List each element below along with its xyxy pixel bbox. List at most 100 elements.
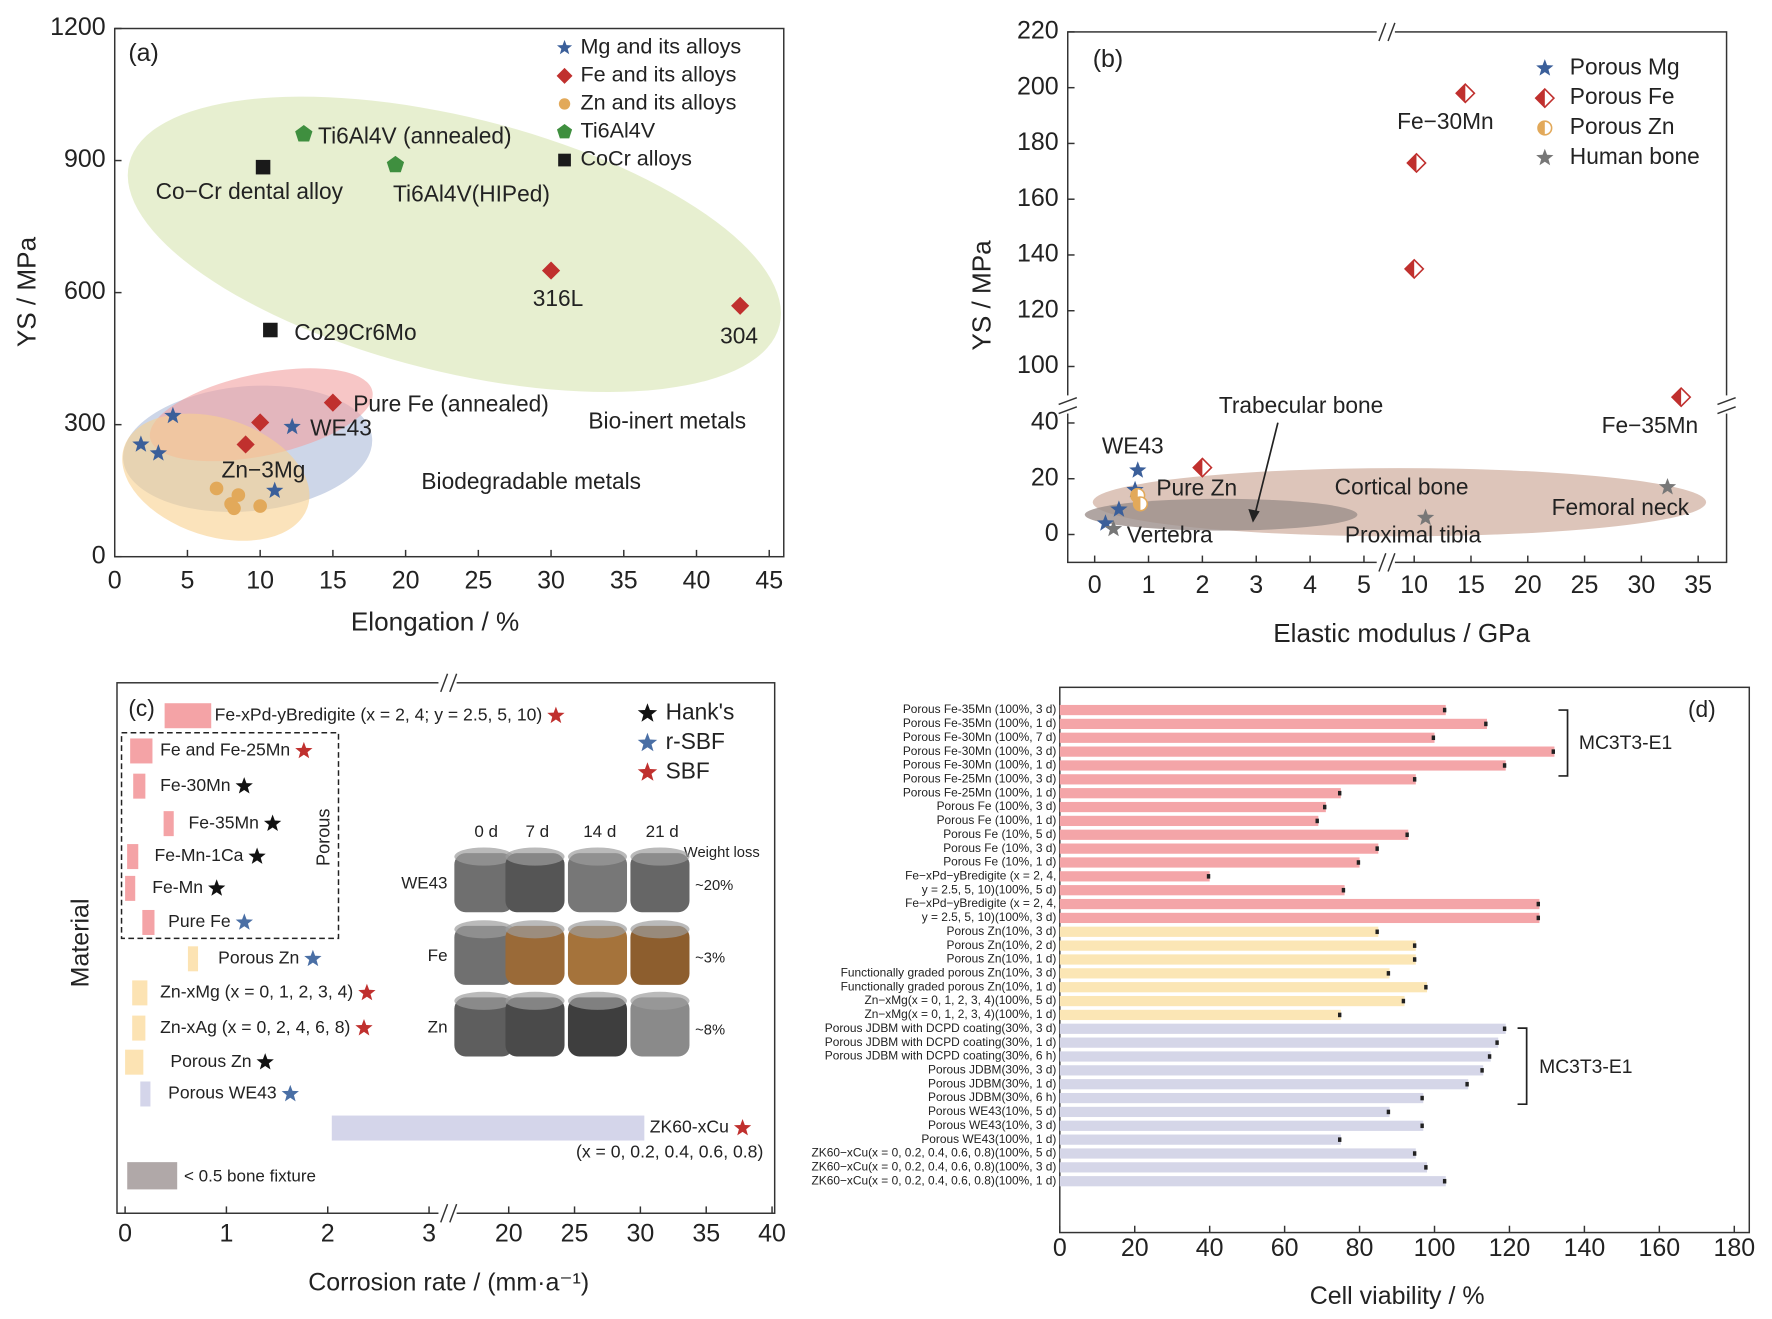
legend-marker xyxy=(637,762,658,781)
bar xyxy=(1059,857,1360,868)
bar xyxy=(1059,1009,1341,1021)
plot-frame xyxy=(1067,31,1728,564)
x-tick-label: 0 xyxy=(1053,1234,1067,1262)
panel-label: (c) xyxy=(128,695,154,721)
marker-half xyxy=(1193,458,1203,477)
point xyxy=(1192,457,1213,478)
sample-photo xyxy=(505,925,565,985)
category-label: Porous Fe-35Mn (100%, 3 d) xyxy=(903,702,1057,716)
range-bar xyxy=(125,1049,144,1075)
legend-label: Mg and its alloys xyxy=(580,34,741,59)
category-label: Porous Zn xyxy=(218,947,299,967)
bar-end xyxy=(1412,957,1417,962)
marker-shape xyxy=(733,1118,752,1136)
point xyxy=(1110,500,1128,517)
category-label: Porous WE43(10%, 5 d) xyxy=(928,1104,1056,1118)
bar xyxy=(1059,829,1409,840)
x-tick-label: 10 xyxy=(246,566,274,594)
sample-top xyxy=(567,920,628,939)
annotation: Co29Cr6Mo xyxy=(294,319,416,345)
legend-label: Porous Zn xyxy=(1570,113,1675,139)
range-bar xyxy=(127,844,139,870)
marker-shape xyxy=(281,1084,299,1102)
axis-breaks xyxy=(438,20,1738,1225)
x-tick-label: 35 xyxy=(610,566,638,594)
trabecular-bone-region xyxy=(1084,498,1358,531)
sample-photo xyxy=(454,853,514,913)
legend-label: r-SBF xyxy=(666,728,725,754)
x-axis-label: Elongation / % xyxy=(351,607,519,637)
x-tick-label: 40 xyxy=(1196,1234,1224,1262)
sample-photo xyxy=(630,853,690,913)
sample-top xyxy=(630,991,690,1010)
bar-end xyxy=(1536,901,1541,907)
category-label: Functionally graded porous Zn(10%, 1 d) xyxy=(841,979,1057,993)
sample-photo xyxy=(567,853,628,913)
x-tick-label: 20 xyxy=(392,566,420,594)
category-label: Porous Fe (10%, 1 d) xyxy=(943,855,1056,869)
medium-marker xyxy=(355,1019,373,1036)
point xyxy=(231,488,246,502)
x-tick-label: 160 xyxy=(1639,1234,1681,1262)
bar-end xyxy=(1420,1123,1424,1129)
bar-end xyxy=(1375,846,1379,851)
y-tick-label: 100 xyxy=(1017,351,1059,379)
point xyxy=(1455,83,1476,104)
category-label: y = 2.5, 5, 10)(100%, 3 d) xyxy=(922,910,1057,924)
point xyxy=(1132,496,1149,512)
x-tick-label: 15 xyxy=(1457,571,1485,599)
legend-marker xyxy=(556,124,573,139)
marker-shape xyxy=(556,124,573,139)
category-label: ZK60−xCu(x = 0, 0.2, 0.4, 0.6, 0.8)(100%… xyxy=(812,1160,1057,1174)
marker-shape xyxy=(637,762,658,781)
sample-top xyxy=(454,991,514,1010)
point xyxy=(323,393,342,412)
bar xyxy=(1059,885,1345,896)
x-tick-label: 15 xyxy=(319,566,347,594)
category-label: Porous Fe-30Mn (100%, 7 d) xyxy=(903,730,1057,744)
category-label: Zn-xAg (x = 0, 2, 4, 6, 8) xyxy=(160,1017,350,1037)
bar-end xyxy=(1551,749,1555,754)
category-label: Porous Fe (100%, 3 d) xyxy=(937,799,1057,813)
range-bar xyxy=(133,773,146,799)
bar-end xyxy=(1536,915,1541,921)
marker-shape xyxy=(149,444,168,461)
bar-end xyxy=(1401,998,1406,1004)
x-tick-label: 20 xyxy=(1514,571,1542,599)
bio-inert-region xyxy=(127,96,781,393)
legend-marker xyxy=(556,39,573,55)
category-label: Zn-xMg (x = 0, 1, 2, 3, 4) xyxy=(160,982,353,1002)
marker-half xyxy=(1407,153,1417,173)
x-tick-label: 5 xyxy=(181,566,195,594)
bar-end xyxy=(1386,1109,1391,1115)
marker-shape xyxy=(1658,478,1677,495)
inset-row: Fe xyxy=(428,946,448,965)
sample-top xyxy=(454,847,514,866)
category-label: y = 2.5, 5, 10)(100%, 5 d) xyxy=(922,882,1057,896)
bar xyxy=(1059,1079,1469,1090)
category-label: Porous JDBM with DCPD coating(30%, 1 d) xyxy=(825,1035,1057,1049)
marker-shape xyxy=(1110,500,1128,517)
marker-shape xyxy=(266,481,284,499)
inset-column: 7 d xyxy=(525,822,549,841)
sample-top xyxy=(505,847,565,866)
sample-photo xyxy=(630,925,690,985)
category-label: Porous Fe (100%, 1 d) xyxy=(937,813,1057,827)
point xyxy=(295,125,313,142)
bar xyxy=(1059,788,1341,799)
range-bar xyxy=(164,703,212,729)
inset-column: 14 d xyxy=(583,822,616,841)
marker-shape xyxy=(355,1019,373,1036)
category-label: Porous Fe-35Mn (100%, 1 d) xyxy=(903,716,1057,730)
category-label: Fe-xPd-yBredigite (x = 2, 4; y = 2.5, 5,… xyxy=(215,704,543,724)
point xyxy=(132,435,150,452)
bar-end xyxy=(1405,832,1409,838)
bar-end xyxy=(1337,1012,1342,1018)
bracket xyxy=(1558,709,1569,777)
x-tick-label: 4 xyxy=(1303,571,1317,599)
bar-end xyxy=(1206,874,1211,879)
medium-marker xyxy=(358,983,376,1001)
category-label: Porous WE43 xyxy=(168,1083,277,1103)
bar xyxy=(1059,1051,1491,1062)
